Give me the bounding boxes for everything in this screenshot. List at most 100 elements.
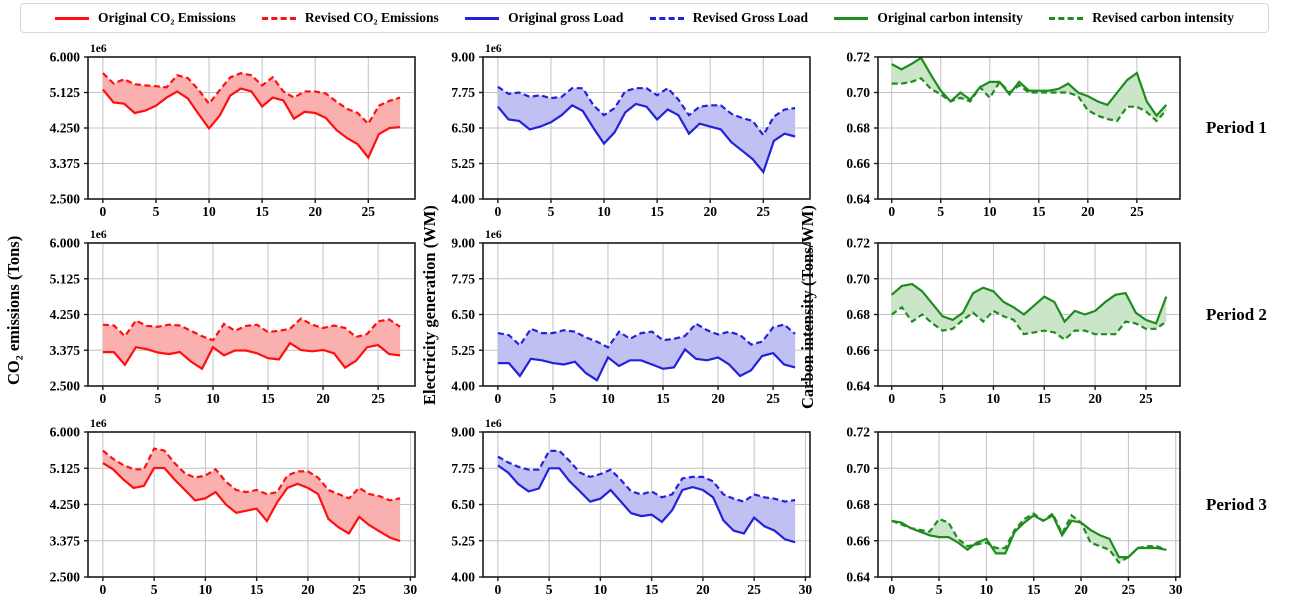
svg-text:15: 15 [645, 582, 659, 597]
red-solid-line-icon [55, 16, 89, 20]
svg-text:0.70: 0.70 [846, 461, 870, 476]
svg-text:5.125: 5.125 [50, 271, 81, 286]
svg-text:5.25: 5.25 [451, 343, 475, 358]
svg-text:3.375: 3.375 [50, 156, 81, 171]
svg-text:0.66: 0.66 [846, 533, 870, 548]
svg-text:4.250: 4.250 [50, 497, 81, 512]
svg-text:6.000: 6.000 [50, 425, 81, 440]
green-dashed-line-icon [1049, 16, 1084, 20]
svg-text:1e6: 1e6 [485, 418, 502, 430]
subplot-period3-carbon-intensity: 0 5 10 15 20 25 30 0.64 0.66 0.68 0.70 0.72 [846, 425, 1182, 598]
svg-text:5: 5 [550, 391, 557, 406]
svg-text:25: 25 [362, 204, 376, 219]
svg-text:20: 20 [1074, 582, 1088, 597]
svg-text:0: 0 [99, 582, 106, 597]
svg-text:10: 10 [980, 582, 994, 597]
svg-text:15: 15 [1027, 582, 1041, 597]
svg-text:5.25: 5.25 [451, 156, 475, 171]
svg-text:1e6: 1e6 [90, 43, 107, 55]
svg-text:7.75: 7.75 [451, 461, 475, 476]
legend-item-revised-load: Revised Gross Load [649, 10, 808, 26]
svg-text:5.25: 5.25 [451, 533, 475, 548]
svg-text:30: 30 [404, 582, 418, 597]
svg-text:0.68: 0.68 [846, 497, 870, 512]
svg-text:20: 20 [711, 391, 725, 406]
svg-text:25: 25 [371, 391, 385, 406]
subplot-period1-gross-load: 0 5 10 15 20 25 4.00 5.25 6.50 7.75 9.00 1e6 [451, 43, 811, 219]
svg-text:7.75: 7.75 [451, 271, 475, 286]
svg-text:4.250: 4.250 [50, 307, 81, 322]
svg-text:4.250: 4.250 [50, 121, 81, 136]
svg-text:20: 20 [301, 582, 315, 597]
svg-text:4.00: 4.00 [451, 379, 475, 394]
svg-text:1e6: 1e6 [485, 229, 502, 241]
row-label-period-2: Period 2 [1206, 305, 1267, 324]
svg-text:0.72: 0.72 [846, 50, 870, 65]
svg-text:10: 10 [983, 204, 997, 219]
svg-text:25: 25 [1139, 391, 1153, 406]
svg-text:2.500: 2.500 [50, 379, 81, 394]
svg-text:9.00: 9.00 [451, 50, 475, 65]
svg-text:5: 5 [151, 582, 158, 597]
subplot-period2-carbon-intensity: 0 5 10 15 20 25 0.64 0.66 0.68 0.70 0.72 [846, 236, 1181, 406]
svg-text:10: 10 [206, 391, 220, 406]
svg-text:3.375: 3.375 [50, 533, 81, 548]
svg-text:15: 15 [1032, 204, 1046, 219]
svg-text:20: 20 [1088, 391, 1102, 406]
svg-text:10: 10 [597, 204, 611, 219]
legend-label: Original CO₂ Emissions [98, 10, 236, 25]
svg-text:25: 25 [766, 391, 780, 406]
svg-text:5: 5 [548, 204, 555, 219]
row-label-period-1: Period 1 [1206, 118, 1267, 137]
svg-text:0.72: 0.72 [846, 425, 870, 440]
svg-text:9.00: 9.00 [451, 425, 475, 440]
svg-text:15: 15 [650, 204, 664, 219]
y-axis-label-electricity-generation: Electricity generation (WM) [420, 205, 439, 405]
y-axis-label-co2-emissions: CO₂ emissions (Tons) [4, 235, 23, 385]
svg-text:10: 10 [199, 582, 213, 597]
subplot-period1-carbon-intensity: 0 5 10 15 20 25 0.64 0.66 0.68 0.70 0.72 [846, 50, 1181, 219]
legend-label: Revised carbon intensity [1092, 10, 1234, 25]
svg-text:0.64: 0.64 [846, 192, 870, 207]
svg-text:3.375: 3.375 [50, 343, 81, 358]
svg-text:15: 15 [261, 391, 275, 406]
svg-text:1e6: 1e6 [90, 418, 107, 430]
svg-text:7.75: 7.75 [451, 85, 475, 100]
svg-text:1e6: 1e6 [485, 43, 502, 55]
svg-text:10: 10 [601, 391, 615, 406]
svg-text:0.70: 0.70 [846, 85, 870, 100]
legend-item-original-intensity: Original carbon intensity [834, 10, 1023, 26]
svg-text:0: 0 [99, 204, 106, 219]
svg-text:0.66: 0.66 [846, 343, 870, 358]
svg-text:20: 20 [703, 204, 717, 219]
legend-item-revised-co2: Revised CO₂ Emissions [261, 10, 439, 26]
blue-solid-line-icon [465, 16, 500, 20]
legend-label: Revised Gross Load [692, 10, 808, 25]
svg-text:0.66: 0.66 [846, 156, 870, 171]
svg-text:1e6: 1e6 [90, 229, 107, 241]
svg-text:0.72: 0.72 [846, 236, 870, 251]
svg-text:6.000: 6.000 [50, 50, 81, 65]
svg-text:10: 10 [987, 391, 1001, 406]
svg-text:0: 0 [494, 582, 501, 597]
svg-text:9.00: 9.00 [451, 236, 475, 251]
svg-text:15: 15 [1038, 391, 1052, 406]
svg-text:20: 20 [1081, 204, 1095, 219]
subplot-period2-gross-load: 0 5 10 15 20 25 4.00 5.25 6.50 7.75 9.00 1e6 [451, 229, 811, 406]
svg-text:6.50: 6.50 [451, 307, 475, 322]
legend-item-original-load: Original gross Load [465, 10, 623, 26]
svg-text:25: 25 [1130, 204, 1144, 219]
svg-text:6.50: 6.50 [451, 121, 475, 136]
svg-text:5.125: 5.125 [50, 461, 81, 476]
svg-text:2.500: 2.500 [50, 192, 81, 207]
svg-text:5.125: 5.125 [50, 85, 81, 100]
subplot-period3-co2-emissions: 0 5 10 15 20 25 30 2.500 3.375 4.250 5.125 6.000 1e6 [50, 418, 418, 597]
svg-text:0.68: 0.68 [846, 307, 870, 322]
svg-text:0: 0 [99, 391, 106, 406]
svg-text:30: 30 [799, 582, 813, 597]
svg-text:0.68: 0.68 [846, 121, 870, 136]
svg-text:2.500: 2.500 [50, 570, 81, 585]
svg-text:0: 0 [888, 582, 895, 597]
svg-text:5: 5 [546, 582, 553, 597]
svg-text:10: 10 [594, 582, 608, 597]
